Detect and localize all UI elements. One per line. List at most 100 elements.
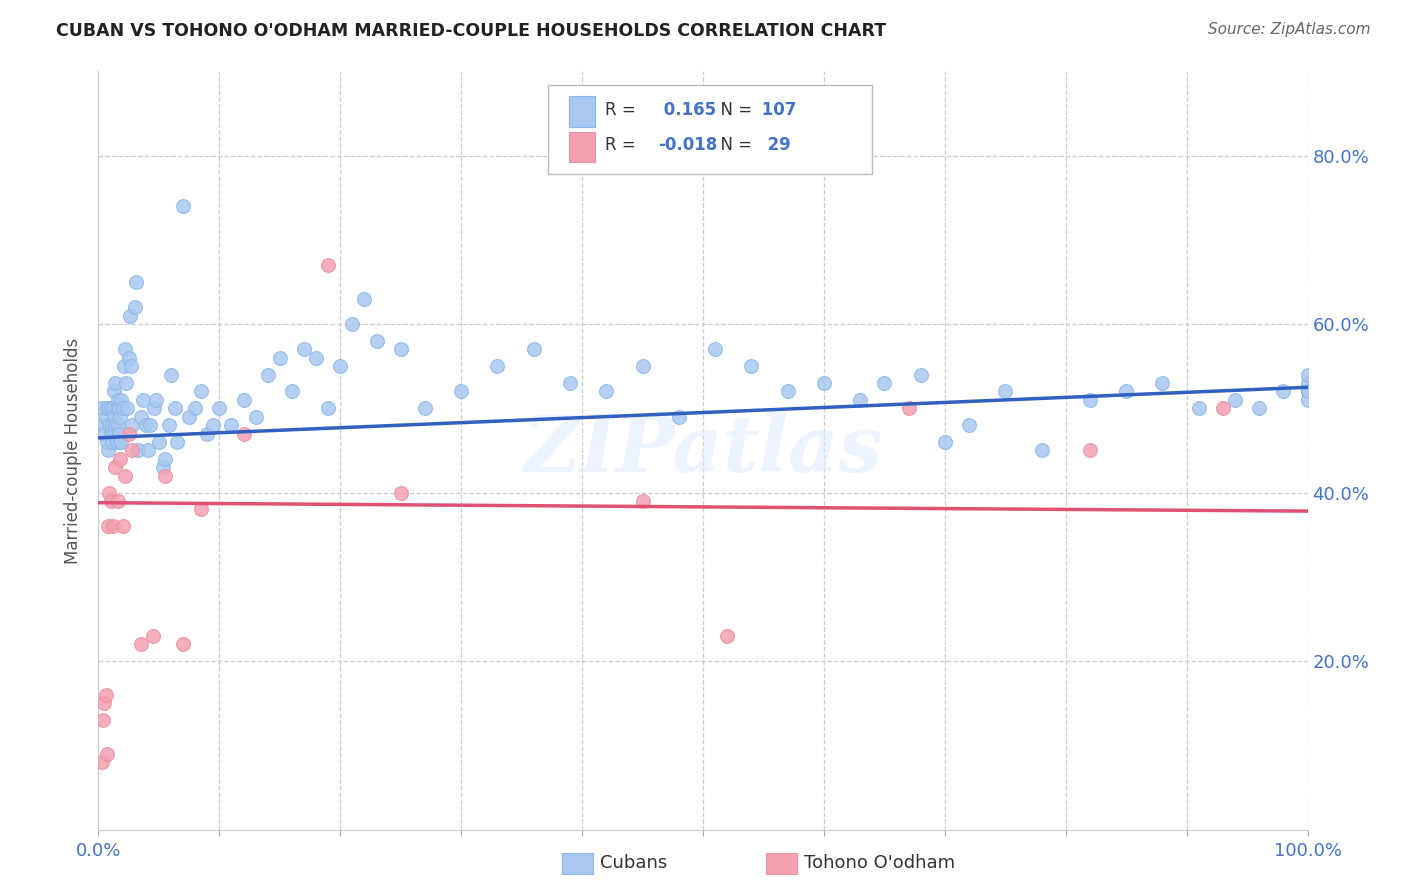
Point <box>96 747 118 761</box>
Point <box>1296 376 1319 390</box>
Point <box>1272 384 1295 399</box>
Point <box>873 376 896 390</box>
Point <box>108 401 131 416</box>
Text: R =: R = <box>605 101 636 119</box>
Text: Tohono O'odham: Tohono O'odham <box>804 855 955 872</box>
Point <box>101 519 124 533</box>
Point <box>160 368 183 382</box>
Point <box>221 418 243 433</box>
Point <box>97 519 120 533</box>
Text: N =: N = <box>710 136 752 154</box>
Point <box>104 460 127 475</box>
Text: CUBAN VS TOHONO O'ODHAM MARRIED-COUPLE HOUSEHOLDS CORRELATION CHART: CUBAN VS TOHONO O'ODHAM MARRIED-COUPLE H… <box>56 22 886 40</box>
Point <box>172 199 194 213</box>
Point <box>1223 392 1246 407</box>
Point <box>107 494 129 508</box>
Point <box>129 637 152 651</box>
Point <box>957 418 980 433</box>
Point <box>100 494 122 508</box>
Point <box>292 343 315 357</box>
Point <box>668 409 690 424</box>
Point <box>389 343 412 357</box>
Point <box>329 359 352 374</box>
Point <box>166 435 188 450</box>
Point <box>100 435 122 450</box>
Point <box>129 409 152 424</box>
Point <box>98 485 121 500</box>
Point <box>98 418 121 433</box>
Point <box>104 376 127 390</box>
Point <box>523 343 546 357</box>
Point <box>121 418 143 433</box>
Point <box>142 629 165 643</box>
Point <box>897 401 920 416</box>
Point <box>91 713 114 727</box>
Point <box>152 460 174 475</box>
Point <box>118 351 141 365</box>
Point <box>202 418 225 433</box>
Text: ZIPatlas: ZIPatlas <box>523 412 883 489</box>
Point <box>136 443 159 458</box>
Point <box>100 418 122 433</box>
Point <box>172 637 194 651</box>
Point <box>1031 443 1053 458</box>
Point <box>110 392 132 407</box>
Point <box>849 392 872 407</box>
Point <box>256 368 278 382</box>
Point <box>1078 443 1101 458</box>
Point <box>1296 368 1319 382</box>
Point <box>105 435 128 450</box>
Point <box>118 426 141 441</box>
Point <box>232 392 254 407</box>
Point <box>97 443 120 458</box>
Text: R =: R = <box>605 136 636 154</box>
Point <box>1188 401 1211 416</box>
Point <box>111 401 134 416</box>
Point <box>245 409 267 424</box>
Point <box>232 426 254 441</box>
Point <box>1296 392 1319 407</box>
Point <box>120 359 142 374</box>
Point <box>101 401 124 416</box>
Point <box>994 384 1017 399</box>
Point <box>96 435 118 450</box>
Text: □: □ <box>562 852 586 875</box>
Point <box>96 401 118 416</box>
Point <box>934 435 956 450</box>
Text: -0.018: -0.018 <box>658 136 717 154</box>
Point <box>103 384 125 399</box>
Point <box>1115 384 1137 399</box>
Point <box>100 426 122 441</box>
Point <box>163 401 186 416</box>
Point <box>98 401 121 416</box>
Point <box>1296 384 1319 399</box>
Point <box>148 435 170 450</box>
Point <box>558 376 581 390</box>
Point <box>486 359 509 374</box>
Text: Source: ZipAtlas.com: Source: ZipAtlas.com <box>1208 22 1371 37</box>
Point <box>112 359 135 374</box>
Point <box>135 418 157 433</box>
Point <box>179 409 201 424</box>
Point <box>450 384 472 399</box>
Point <box>108 435 131 450</box>
Point <box>366 334 388 348</box>
Point <box>631 494 654 508</box>
Text: 107: 107 <box>756 101 797 119</box>
Point <box>1296 384 1319 399</box>
Point <box>153 451 176 466</box>
Point <box>413 401 436 416</box>
Point <box>110 435 132 450</box>
Point <box>107 392 129 407</box>
Point <box>316 258 339 272</box>
Point <box>91 418 114 433</box>
Point <box>127 443 149 458</box>
Point <box>93 426 115 441</box>
Point <box>132 392 155 407</box>
Point <box>114 343 136 357</box>
Point <box>94 688 117 702</box>
Point <box>1249 401 1271 416</box>
Point <box>121 443 143 458</box>
Point <box>281 384 304 399</box>
Point <box>101 426 124 441</box>
